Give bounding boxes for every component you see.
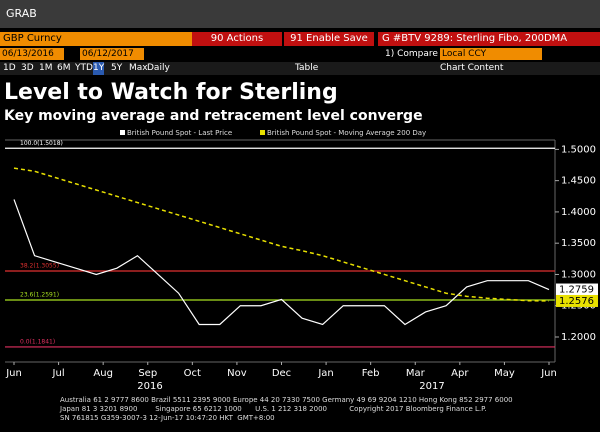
x-tick-label: Jan <box>317 368 333 379</box>
period-button[interactable]: 1M <box>39 63 53 73</box>
period-button[interactable]: 5Y <box>111 63 123 73</box>
reference-label: 38.2(1.3055) <box>20 263 59 270</box>
legend-swatch <box>120 130 125 135</box>
legend-label: British Pound Spot - Last Price <box>127 129 232 137</box>
table-button[interactable]: Table <box>295 63 319 73</box>
period-button[interactable]: 1Y <box>93 62 105 75</box>
footer: Australia 61 2 9777 8600 Brazil 5511 239… <box>60 396 600 423</box>
x-tick-label: May <box>494 368 515 379</box>
period-button[interactable]: 3D <box>21 63 34 73</box>
chart-content-button[interactable]: Chart Content <box>440 63 504 73</box>
end-date[interactable]: 06/12/2017 <box>80 48 144 60</box>
period-button[interactable]: 6M <box>57 63 71 73</box>
last-value-box <box>556 294 598 307</box>
y-tick-label: 1.4500 <box>561 176 596 187</box>
reference-label: 23.6(1.2591) <box>20 292 59 299</box>
year-label: 2017 <box>419 381 444 392</box>
y-tick-label: 1.3500 <box>561 238 596 249</box>
last-value-label: 1.2576 <box>559 296 594 307</box>
chart-title: Level to Watch for Sterling <box>4 80 338 105</box>
window-title: GRAB <box>6 7 37 20</box>
currency[interactable]: Local CCY <box>440 48 542 60</box>
x-tick-label: Apr <box>451 368 469 379</box>
chart-name: G #BTV 9289: Sterling Fibo, 200DMA <box>378 32 600 46</box>
x-tick-label: Mar <box>406 368 426 379</box>
last-value-box <box>556 283 598 296</box>
year-label: 2016 <box>137 381 162 392</box>
y-tick-label: 1.5000 <box>561 144 596 155</box>
x-tick-label: Oct <box>184 368 201 379</box>
footer-line: SN 761815 G359-3007-3 12-Jun-17 10:47:20… <box>60 414 275 422</box>
legend-swatch <box>260 130 265 135</box>
toolbar: Table Chart Content 1D 3D 1M 6M YTD 1Y 5Y Max Da… <box>0 62 600 75</box>
x-tick-label: Aug <box>93 368 113 379</box>
x-tick-label: Nov <box>227 368 247 379</box>
chart-subtitle: Key moving average and retracement level… <box>4 108 423 124</box>
title-bar: GRAB <box>0 0 600 28</box>
x-tick-label: Feb <box>362 368 380 379</box>
period-button[interactable]: Max <box>129 63 148 73</box>
footer-line: Japan 81 3 3201 8900 Singapore 65 6212 1… <box>60 405 487 413</box>
last-value-label: 1.2759 <box>559 285 594 296</box>
x-tick-label: Jun <box>540 368 557 379</box>
legend-label: British Pound Spot - Moving Average 200 … <box>267 129 426 137</box>
reference-label: 100.0(1.5018) <box>20 140 63 147</box>
y-tick-label: 1.3000 <box>561 269 596 280</box>
start-date[interactable]: 06/13/2016 <box>0 48 64 60</box>
x-tick-label: Jul <box>52 368 65 379</box>
footer-line: Australia 61 2 9777 8600 Brazil 5511 239… <box>60 396 513 404</box>
period-button[interactable]: YTD <box>75 63 93 73</box>
compare[interactable]: 1) Compare <box>385 49 438 59</box>
series-line <box>13 167 550 302</box>
x-tick-label: Sep <box>138 368 157 379</box>
y-tick-label: 1.4000 <box>561 207 596 218</box>
period-button[interactable]: 1D <box>3 63 16 73</box>
series-line <box>13 199 550 326</box>
actions-button[interactable]: 90 Actions <box>192 32 282 46</box>
x-tick-label: Dec <box>272 368 291 379</box>
ticker[interactable]: GBP Curncy <box>0 32 193 46</box>
reference-label: 0.0(1.1841) <box>20 338 55 345</box>
save-button[interactable]: 91 Enable Save <box>284 32 374 46</box>
x-tick-label: Jun <box>5 368 22 379</box>
period-button[interactable]: Daily <box>147 63 170 73</box>
y-tick-label: 1.2000 <box>561 332 596 343</box>
